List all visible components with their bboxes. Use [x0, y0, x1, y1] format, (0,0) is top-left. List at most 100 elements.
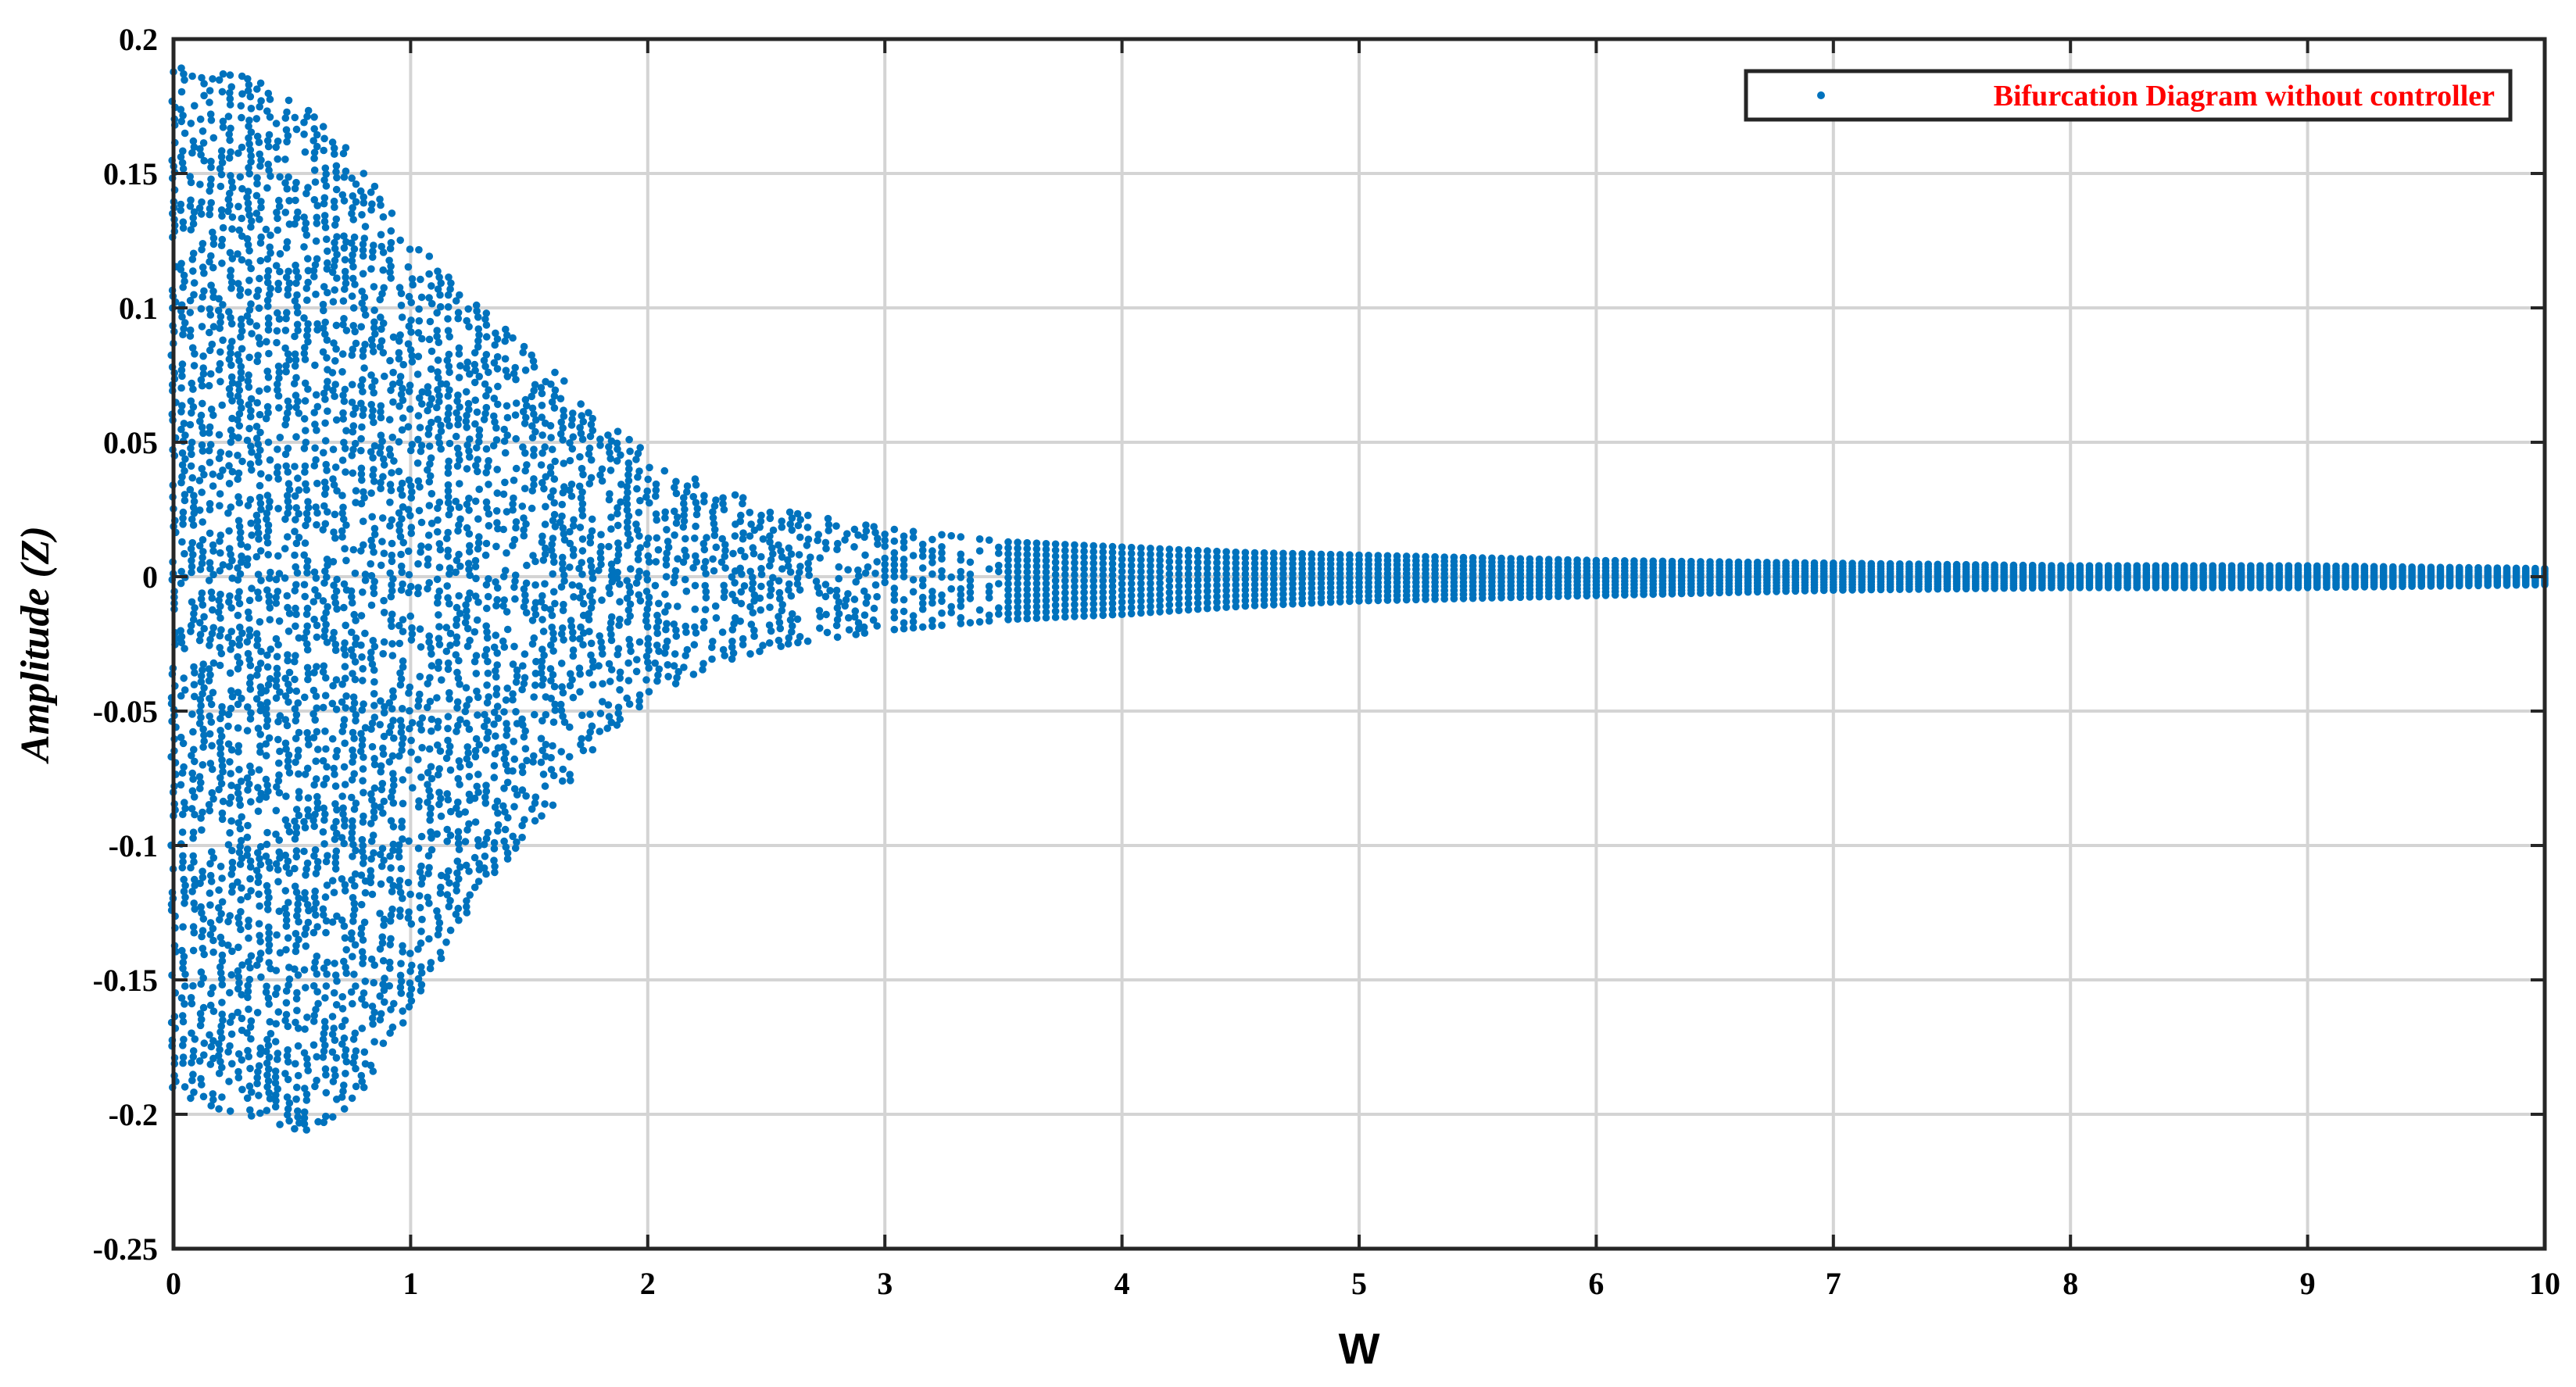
scatter-point	[444, 713, 453, 720]
scatter-point	[309, 137, 318, 145]
scatter-point	[238, 1085, 246, 1094]
scatter-point	[301, 693, 309, 702]
scatter-point	[731, 532, 739, 540]
scatter-point	[835, 574, 843, 583]
scatter-point	[331, 381, 340, 388]
scatter-point	[267, 249, 274, 257]
scatter-point	[321, 994, 329, 1002]
scatter-point	[503, 685, 511, 692]
scatter-point	[254, 570, 263, 578]
scatter-point	[518, 502, 527, 510]
scatter-point	[1658, 557, 1667, 566]
scatter-point	[181, 799, 188, 806]
scatter-point	[199, 553, 206, 562]
scatter-point	[313, 633, 321, 642]
scatter-point	[388, 705, 396, 713]
scatter-point	[264, 681, 273, 689]
scatter-point	[282, 745, 290, 753]
scatter-point	[330, 528, 338, 536]
scatter-point	[493, 595, 501, 604]
scatter-point	[492, 436, 501, 444]
scatter-point	[262, 225, 270, 234]
scatter-point	[300, 1114, 309, 1122]
scatter-point	[475, 533, 483, 541]
scatter-point	[481, 746, 490, 754]
scatter-point	[282, 462, 291, 470]
scatter-point	[302, 427, 309, 434]
scatter-point	[387, 274, 395, 282]
scatter-point	[803, 524, 812, 531]
scatter-point	[862, 521, 870, 529]
scatter-point	[597, 542, 605, 551]
scatter-point	[245, 211, 253, 220]
scatter-point	[1412, 552, 1420, 560]
scatter-point	[224, 722, 232, 731]
scatter-point	[274, 735, 282, 744]
scatter-point	[386, 356, 394, 365]
scatter-point	[558, 777, 567, 785]
scatter-point	[313, 799, 322, 806]
scatter-point	[245, 401, 253, 409]
scatter-point	[304, 735, 313, 743]
scatter-point	[699, 660, 707, 668]
scatter-point	[377, 242, 386, 251]
scatter-point	[405, 322, 413, 331]
scatter-point	[199, 370, 208, 378]
scatter-point	[396, 681, 405, 689]
scatter-point	[416, 720, 424, 728]
scatter-point	[815, 606, 824, 615]
scatter-point	[284, 899, 292, 906]
scatter-point	[321, 567, 329, 575]
scatter-point	[225, 462, 233, 470]
scatter-point	[966, 570, 975, 578]
scatter-point	[333, 575, 341, 584]
scatter-point	[293, 320, 302, 329]
scatter-point	[417, 542, 425, 550]
scatter-point	[300, 130, 308, 138]
scatter-point	[404, 878, 413, 887]
scatter-point	[408, 719, 417, 727]
scatter-point	[245, 917, 252, 924]
scatter-point	[234, 985, 242, 993]
scatter-point	[528, 504, 536, 513]
scatter-point	[181, 76, 188, 84]
scatter-point	[399, 735, 407, 742]
scatter-point	[302, 871, 309, 879]
scatter-point	[285, 1117, 293, 1125]
scatter-point	[490, 856, 498, 864]
scatter-point	[890, 625, 899, 634]
scatter-point	[342, 946, 351, 954]
scatter-point	[322, 774, 331, 783]
scatter-point	[1469, 554, 1477, 562]
scatter-point	[338, 1005, 347, 1013]
scatter-point	[302, 628, 311, 636]
scatter-point	[398, 817, 406, 825]
scatter-point	[189, 220, 198, 228]
scatter-point	[218, 88, 227, 96]
scatter-point	[234, 724, 242, 732]
scatter-point	[196, 695, 205, 704]
scatter-point	[225, 545, 234, 552]
scatter-point	[302, 640, 311, 648]
scatter-point	[310, 148, 319, 156]
scatter-point	[360, 1083, 368, 1092]
scatter-point	[226, 136, 234, 145]
scatter-point	[367, 401, 376, 409]
scatter-point	[360, 753, 367, 761]
scatter-point	[274, 641, 282, 649]
scatter-point	[1402, 552, 1411, 560]
scatter-point	[542, 710, 550, 719]
scatter-point	[358, 706, 367, 714]
scatter-point	[263, 515, 270, 524]
scatter-point	[605, 713, 614, 720]
scatter-point	[475, 485, 483, 493]
scatter-point	[228, 864, 237, 873]
scatter-point	[196, 785, 204, 792]
scatter-point	[179, 283, 187, 291]
scatter-point	[274, 226, 282, 234]
scatter-point	[244, 988, 252, 996]
scatter-point	[395, 378, 404, 387]
scatter-point	[348, 628, 356, 636]
scatter-point	[282, 987, 291, 995]
scatter-point	[188, 344, 197, 352]
